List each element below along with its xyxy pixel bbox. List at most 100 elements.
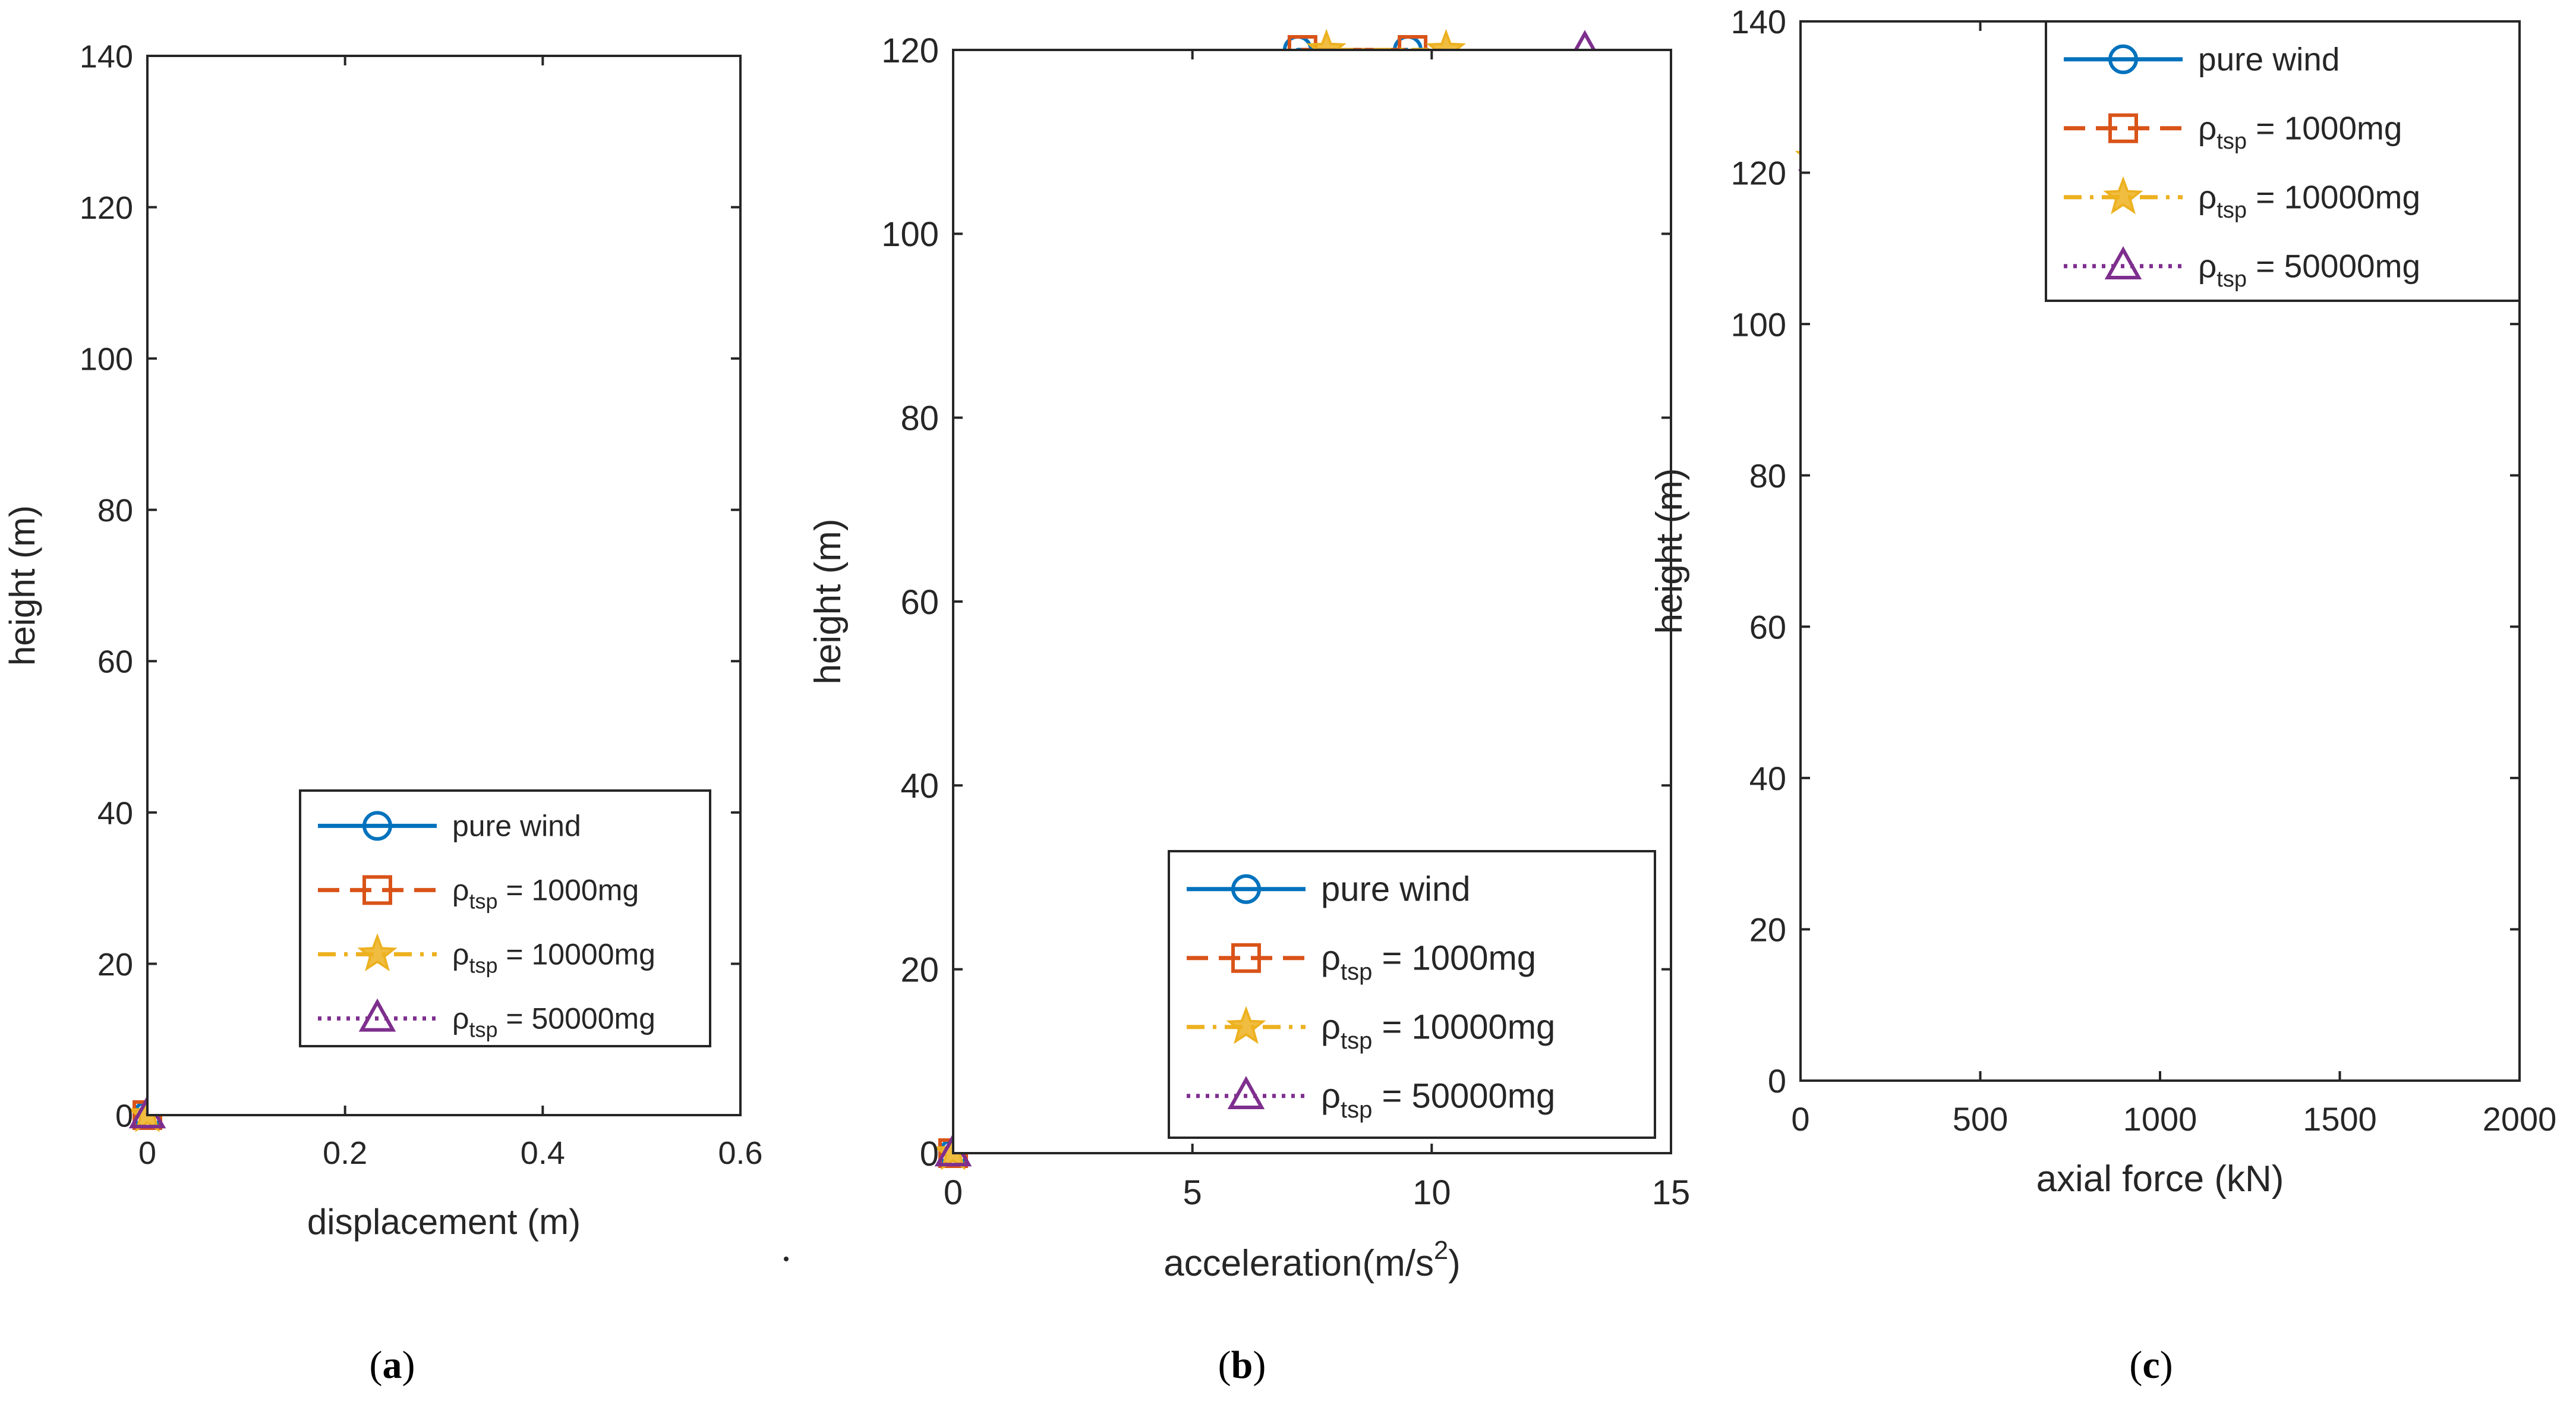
- y-tick-label: 60: [1749, 608, 1786, 646]
- legend-label: ρtsp = 50000mg: [1321, 1077, 1555, 1123]
- legend-label-subscript: tsp: [469, 889, 497, 913]
- legend-label: ρtsp = 1000mg: [2198, 110, 2402, 154]
- legend-label: ρtsp = 1000mg: [452, 873, 639, 913]
- x-axis-label: displacement (m): [307, 1202, 581, 1242]
- stray-dot: [784, 1257, 789, 1261]
- legend-label-main: pure wind: [2198, 41, 2339, 78]
- legend-entry: ρtsp = 50000mg: [318, 998, 655, 1041]
- legend-label-main: ρ: [2198, 110, 2216, 147]
- y-tick-label: 40: [97, 795, 133, 831]
- legend-label: pure wind: [1321, 870, 1470, 909]
- legend-label: ρtsp = 10000mg: [452, 937, 655, 977]
- legend-label-tail: = 1000mg: [1372, 939, 1536, 978]
- panel-label: (a): [370, 1343, 415, 1387]
- panel-label: (b): [1218, 1343, 1266, 1387]
- legend-label: ρtsp = 10000mg: [2198, 179, 2420, 223]
- y-tick-label: 40: [1749, 760, 1786, 797]
- x-axis-label: axial force (kN): [2036, 1159, 2284, 1200]
- legend-entry: ρtsp = 1000mg: [1187, 939, 1536, 985]
- y-tick-label: 60: [900, 583, 939, 622]
- legend-marker: [362, 875, 392, 905]
- legend-label-main: pure wind: [1321, 870, 1470, 909]
- legend-marker: [2103, 176, 2143, 215]
- chart-panel-c: 0 500 1000 1500 2000 0 20 40 60 80 100 120 140 axial …: [1649, 3, 2556, 1387]
- y-tick-label: 20: [97, 947, 133, 983]
- legend-label-subscript: tsp: [2216, 267, 2247, 292]
- legend-marker: [2108, 113, 2138, 143]
- y-tick-label: 100: [80, 342, 133, 377]
- legend-entry: ρtsp = 1000mg: [2064, 110, 2402, 154]
- legend-label-tail: = 50000mg: [2247, 248, 2420, 285]
- x-tick-label: 0: [944, 1173, 963, 1212]
- y-tick-label: 0: [1768, 1062, 1786, 1100]
- legend-label: ρtsp = 50000mg: [452, 1002, 655, 1041]
- legend-label: pure wind: [452, 809, 581, 842]
- legend-label: pure wind: [2198, 41, 2339, 78]
- x-tick-label: 2000: [2483, 1100, 2557, 1138]
- legend-marker: [1227, 1076, 1265, 1110]
- legend-label-main: ρ: [452, 873, 469, 906]
- x-tick-label: 1000: [2123, 1100, 2197, 1138]
- legend-entry: ρtsp = 50000mg: [2064, 246, 2420, 292]
- y-tick-label: 0: [920, 1135, 939, 1173]
- x-tick-label: 0: [1791, 1100, 1809, 1138]
- legend-label-main: ρ: [452, 1002, 469, 1035]
- legend-label-subscript: tsp: [1341, 1028, 1372, 1054]
- x-axis-label: acceleration(m/s2): [1164, 1236, 1461, 1284]
- y-tick-label: 120: [881, 32, 939, 70]
- y-tick-label: 100: [1731, 306, 1786, 343]
- legend-label-subscript: tsp: [1341, 959, 1372, 985]
- y-axis-label: height (m): [2, 505, 42, 666]
- legend-entry: ρtsp = 50000mg: [1187, 1076, 1555, 1123]
- legend-label-tail: = 1000mg: [2247, 110, 2402, 147]
- legend-entry: ρtsp = 10000mg: [318, 933, 655, 977]
- legend-label-main: ρ: [1321, 1077, 1341, 1116]
- x-axis-label-tail: ): [1448, 1243, 1461, 1284]
- legend-label-tail: = 10000mg: [497, 937, 655, 971]
- x-axis-label-superscript: 2: [1434, 1236, 1448, 1265]
- y-axis-label: height (m): [1649, 468, 1690, 634]
- y-tick-label: 60: [97, 644, 133, 680]
- legend-marker: [1231, 943, 1261, 973]
- legend-label-subscript: tsp: [2216, 198, 2247, 223]
- x-tick-label: 1500: [2303, 1100, 2377, 1138]
- chart-panel-a: 0 0.2 0.4 0.6 0 20 40 60 80 100 120 140 displacement…: [2, 39, 763, 1387]
- y-tick-label: 40: [900, 767, 939, 805]
- legend-entry: ρtsp = 10000mg: [2064, 176, 2420, 223]
- y-tick-label: 20: [1749, 911, 1786, 949]
- legend-label-main: ρ: [2198, 179, 2216, 216]
- legend-label-tail: = 10000mg: [2247, 179, 2420, 216]
- legend-label-main: pure wind: [452, 809, 581, 842]
- legend-label: ρtsp = 10000mg: [1321, 1008, 1555, 1054]
- y-tick-label: 0: [115, 1098, 133, 1134]
- legend-label-main: ρ: [452, 937, 469, 971]
- legend-label: ρtsp = 1000mg: [1321, 939, 1536, 985]
- legend-label-main: ρ: [2198, 248, 2216, 285]
- x-tick-label: 5: [1183, 1173, 1202, 1212]
- x-tick-label: 15: [1652, 1173, 1691, 1212]
- x-tick-label: 0.6: [718, 1135, 762, 1171]
- legend-marker: [1231, 874, 1261, 904]
- y-tick-label: 80: [97, 493, 133, 528]
- x-tick-label: 0: [138, 1135, 156, 1171]
- legend-entry: pure wind: [318, 809, 581, 842]
- legend-label-tail: = 50000mg: [1372, 1077, 1555, 1116]
- y-tick-label: 120: [80, 190, 133, 226]
- y-tick-label: 140: [80, 39, 133, 74]
- y-tick-label: 140: [1731, 3, 1786, 40]
- legend-entry: ρtsp = 1000mg: [318, 873, 639, 913]
- legend-marker: [2108, 44, 2138, 74]
- legend-label-main: ρ: [1321, 939, 1341, 978]
- legend-label-main: ρ: [1321, 1008, 1341, 1047]
- legend-marker: [362, 811, 392, 841]
- legend-label-tail: = 50000mg: [497, 1002, 655, 1035]
- legend-marker: [357, 933, 398, 971]
- legend-label-subscript: tsp: [469, 953, 497, 977]
- y-tick-label: 100: [881, 215, 939, 254]
- legend-marker: [358, 998, 396, 1032]
- legend-label-tail: = 1000mg: [497, 873, 639, 906]
- legend-entry: pure wind: [2064, 41, 2339, 78]
